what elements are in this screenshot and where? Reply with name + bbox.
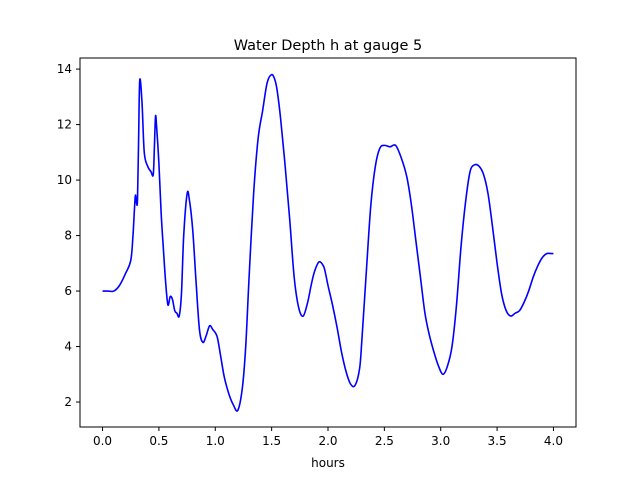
y-tick-label: 4 <box>64 340 72 354</box>
ticks-group: 0.0 0.5 1.0 1.5 2.0 2.5 3.0 3.5 4.0 2 4 6 8 10 12 14 <box>57 62 563 448</box>
y-tick-label: 12 <box>57 118 72 132</box>
x-tick-label: 2.0 <box>318 434 337 448</box>
x-axis-label: hours <box>311 456 345 470</box>
x-tick-label: 3.0 <box>431 434 450 448</box>
x-tick-label: 2.5 <box>375 434 394 448</box>
y-tick-label: 8 <box>64 229 72 243</box>
series-group <box>102 73 554 412</box>
y-tick-label: 6 <box>64 284 72 298</box>
x-tick-label: 1.0 <box>206 434 225 448</box>
y-tick-label: 2 <box>64 395 72 409</box>
chart-title: Water Depth h at gauge 5 <box>234 38 422 54</box>
plot-frame <box>79 57 577 428</box>
x-tick-label: 1.5 <box>262 434 281 448</box>
x-tick-label: 3.5 <box>488 434 507 448</box>
y-tick-label: 14 <box>57 62 72 76</box>
water-depth-line <box>102 73 554 412</box>
y-tick-label: 10 <box>57 173 72 187</box>
x-tick-label: 0.0 <box>93 434 112 448</box>
x-tick-label: 0.5 <box>149 434 168 448</box>
x-tick-label: 4.0 <box>544 434 563 448</box>
